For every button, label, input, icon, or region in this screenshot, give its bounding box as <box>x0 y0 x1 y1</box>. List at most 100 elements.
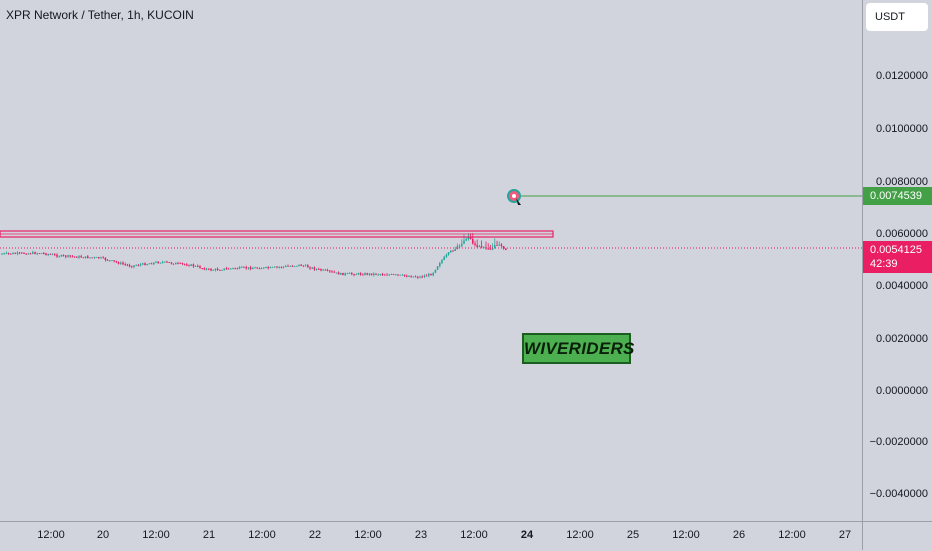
candle-body <box>221 270 223 271</box>
candle-body <box>146 264 148 266</box>
candle-body <box>36 253 38 255</box>
candle-body <box>346 273 349 274</box>
candle-body <box>425 275 428 277</box>
candle-body <box>245 267 247 269</box>
candle-body <box>150 263 153 265</box>
candle-body <box>364 273 366 276</box>
candle-body <box>172 263 175 265</box>
candle-body <box>476 245 478 247</box>
candle-body <box>144 263 146 266</box>
candle-body <box>95 257 98 258</box>
candle-body <box>397 274 399 276</box>
candle-body <box>205 268 208 270</box>
candle-body <box>403 274 406 276</box>
candle-body <box>25 253 27 255</box>
time-tick: 12:00 <box>460 529 488 541</box>
candle-body <box>373 273 375 275</box>
price-tick: 0.0060000 <box>876 228 928 240</box>
time-tick: 12:00 <box>142 529 170 541</box>
candle-body <box>47 254 49 256</box>
candle-body <box>406 275 408 277</box>
price-scale[interactable]: USDT 0.0120000 0.0100000 0.0080000 0.006… <box>862 0 932 521</box>
candle-body <box>73 256 76 258</box>
candle-body <box>80 256 82 258</box>
candle-body <box>29 253 32 255</box>
candle-body <box>274 266 276 268</box>
candle-body <box>153 262 155 265</box>
candle-body <box>106 259 109 261</box>
price-tick: 0.0020000 <box>876 333 928 345</box>
currency-button[interactable]: USDT <box>866 3 928 31</box>
candle-body <box>135 265 137 267</box>
candle-body <box>87 256 89 259</box>
candle-body <box>355 274 357 276</box>
target-icon[interactable] <box>507 189 521 205</box>
candle-body <box>434 269 437 273</box>
candle-body <box>102 257 104 259</box>
candle-body <box>368 273 371 275</box>
candle-body <box>417 276 419 278</box>
candle-body <box>166 261 168 263</box>
candle-body <box>71 256 74 258</box>
candle-body <box>384 274 386 276</box>
time-scale[interactable]: 12:00 20 12:00 21 12:00 22 12:00 23 12:0… <box>0 521 862 551</box>
candle-body <box>183 263 186 265</box>
time-tick: 26 <box>732 529 746 541</box>
candle-body <box>230 268 232 270</box>
candle-body <box>498 244 500 246</box>
candle-body <box>27 253 30 255</box>
candle-body <box>410 276 412 278</box>
candle-body <box>168 262 170 263</box>
candle-body <box>243 266 245 268</box>
candle-body <box>252 268 254 270</box>
candle-body <box>238 266 241 269</box>
candle-body <box>98 257 100 259</box>
candle-body <box>32 252 34 254</box>
candle-body <box>263 267 265 269</box>
candle-body <box>441 259 443 264</box>
candlestick-chart[interactable] <box>0 0 862 521</box>
candle-body <box>23 252 25 254</box>
last-price-value: 0.0054125 <box>870 244 922 256</box>
candle-body <box>326 270 329 271</box>
candle-body <box>344 273 346 276</box>
price-tick: −0.0020000 <box>869 436 928 448</box>
candle-body <box>188 265 190 267</box>
candle-body <box>447 252 450 255</box>
candle-body <box>289 265 291 267</box>
candle-body <box>194 265 197 267</box>
candle-body <box>69 255 71 257</box>
candle-body <box>179 262 181 264</box>
candle-body <box>456 246 459 250</box>
candle-body <box>469 236 472 239</box>
candle-body <box>91 257 93 259</box>
candle-body <box>494 245 496 249</box>
candle-body <box>223 268 225 271</box>
candle-body <box>357 273 360 275</box>
time-tick: 12:00 <box>778 529 806 541</box>
candle-body <box>120 262 122 264</box>
candle-body <box>298 264 300 266</box>
candle-body <box>390 274 393 275</box>
candle-body <box>414 276 417 278</box>
candle-body <box>247 267 250 269</box>
candle-body <box>137 265 140 267</box>
candle-body <box>401 274 404 276</box>
symbol-title[interactable]: XPR Network / Tether, 1h, KUCOIN <box>6 8 194 22</box>
candle-body <box>399 274 401 276</box>
candle-body <box>131 266 133 268</box>
candle-body <box>428 273 430 276</box>
time-tick: 25 <box>626 529 640 541</box>
candle-body <box>7 252 10 254</box>
candle-body <box>322 269 324 271</box>
candle-body <box>342 272 344 276</box>
chart-pane[interactable]: XPR Network / Tether, 1h, KUCOIN WIVERID… <box>0 0 862 521</box>
time-tick: 23 <box>414 529 428 541</box>
candle-body <box>496 245 498 246</box>
candle-body <box>111 260 113 262</box>
bar-countdown: 42:39 <box>870 258 898 270</box>
candle-body <box>421 276 423 278</box>
candle-body <box>276 266 278 268</box>
target-price-label: 0.0074539 <box>863 187 932 205</box>
candle-body <box>474 243 476 246</box>
